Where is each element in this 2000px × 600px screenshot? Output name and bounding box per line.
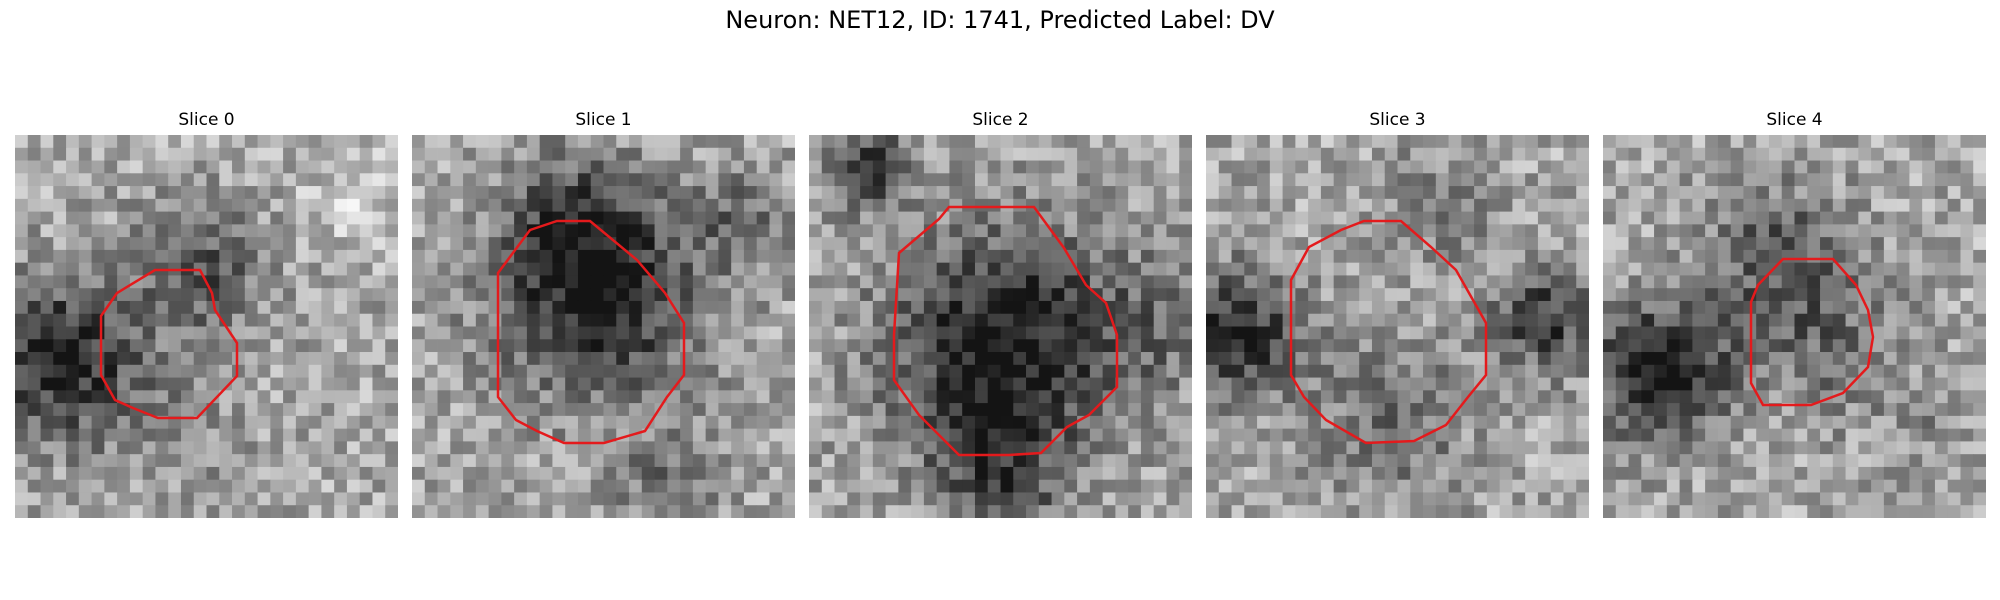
pixel-grid [412, 135, 795, 518]
slice-image [809, 135, 1192, 518]
slice-title: Slice 2 [809, 108, 1192, 135]
slice-title: Slice 1 [412, 108, 795, 135]
slice-image [1206, 135, 1589, 518]
slice-image-svg [15, 135, 398, 518]
pixel-grid [809, 135, 1192, 518]
pixel-grid [1206, 135, 1589, 518]
slice-panel-3: Slice 3 [1206, 108, 1589, 518]
slice-panel-4: Slice 4 [1603, 108, 1986, 518]
slice-title: Slice 3 [1206, 108, 1589, 135]
slice-image [412, 135, 795, 518]
pixel-grid [1603, 135, 1986, 518]
slice-title: Slice 0 [15, 108, 398, 135]
slice-panel-1: Slice 1 [412, 108, 795, 518]
slice-panel-0: Slice 0 [15, 108, 398, 518]
slice-image-svg [1603, 135, 1986, 518]
slice-title: Slice 4 [1603, 108, 1986, 135]
pixel-grid [15, 135, 398, 518]
slice-image-svg [412, 135, 795, 518]
figure-title: Neuron: NET12, ID: 1741, Predicted Label… [0, 6, 2000, 34]
slice-image-svg [809, 135, 1192, 518]
slice-image [1603, 135, 1986, 518]
slice-image-svg [1206, 135, 1589, 518]
slice-panel-2: Slice 2 [809, 108, 1192, 518]
slice-image [15, 135, 398, 518]
